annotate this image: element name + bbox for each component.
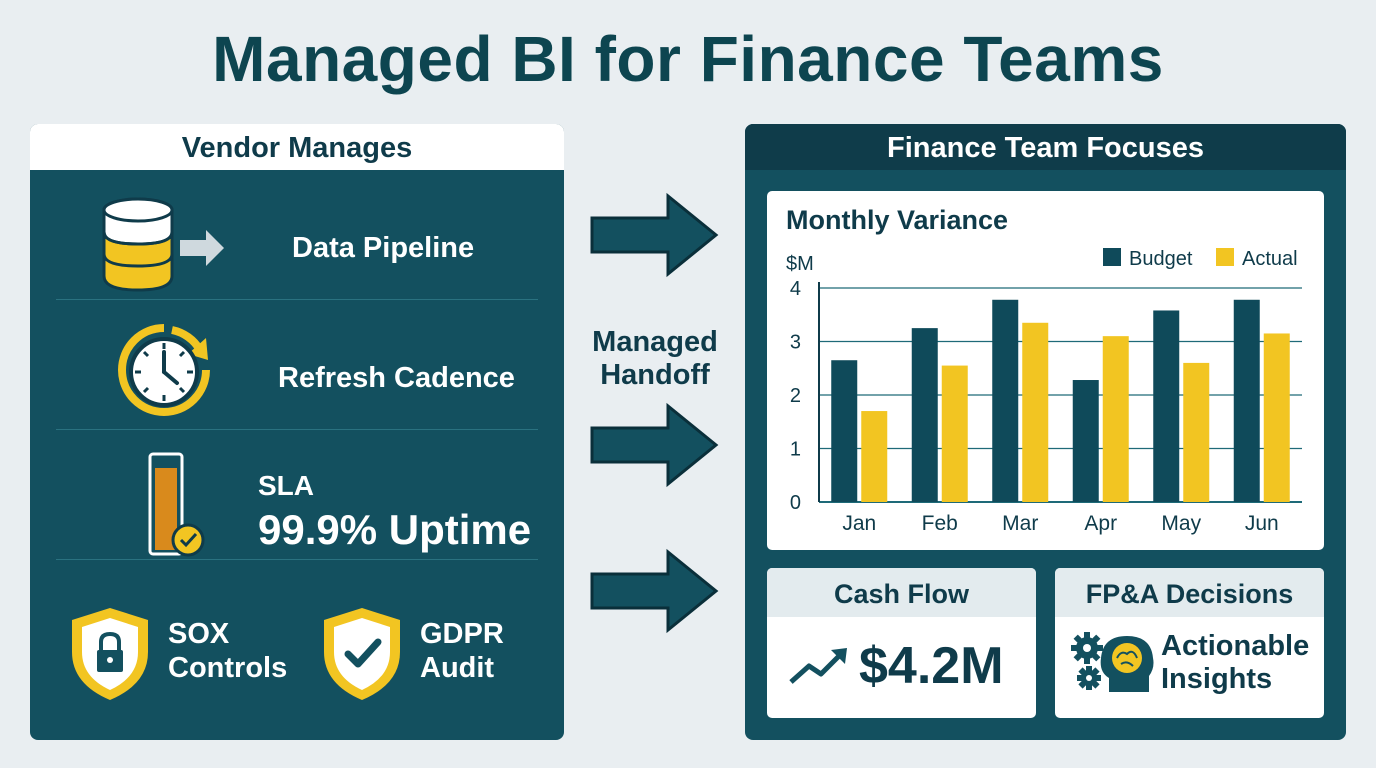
bar-actual-mar [1022,322,1049,502]
legend-label-budget: Budget [1129,248,1193,270]
handoff-line-1: Managed [592,326,718,358]
gdpr-audit-label: Audit [420,652,495,684]
x-tick-label: Jan [842,512,876,535]
sox-label: SOX [168,618,230,650]
bar-budget-feb [911,328,938,502]
cash-flow-title: Cash Flow [767,568,1036,617]
handoff-arrow-top [590,192,719,278]
data-pipeline-label: Data Pipeline [292,232,475,264]
fpa-decisions-title: FP&A Decisions [1055,568,1324,617]
bar-budget-jan [831,360,858,502]
managed-handoff-label: Managed Handoff [576,326,734,392]
refresh-cadence-row: Refresh Cadence [56,300,538,430]
bar-actual-may [1183,362,1210,502]
sla-row: SLA 99.9% Uptime [56,430,538,560]
monthly-variance-chart: Monthly Variance $M 0 1 2 3 4 Jan Feb Mar Apr May J… [767,191,1324,550]
actionable-insights-label: Actionable Insights [1161,630,1309,696]
bar-actual-jan [861,411,888,502]
check-shield-icon [324,608,400,700]
legend-swatch-actual [1216,248,1234,266]
finance-team-panel: Finance Team Focuses Monthly Variance $M… [745,124,1346,740]
x-tick-label: Jun [1245,512,1279,535]
bar-actual-feb [941,365,968,502]
bar-actual-jun [1263,333,1290,502]
lock-shield-icon [72,608,148,700]
bar-budget-may [1153,310,1180,502]
x-tick-label: Mar [1002,512,1038,535]
insight-line-1: Actionable [1161,630,1310,662]
y-tick-label: 1 [790,439,801,461]
data-pipeline-row: Data Pipeline [56,170,538,300]
gears-brain-icon [1071,632,1154,692]
x-tick-label: Feb [922,512,958,535]
gdpr-label: GDPR [420,618,504,650]
clock-refresh-icon [118,324,210,416]
x-tick-label: May [1161,512,1201,535]
y-axis-label: $M [786,253,814,275]
handoff-arrow-middle [590,402,719,488]
uptime-value: 99.9% Uptime [258,506,532,553]
cash-flow-card: Cash Flow $4.2M [767,568,1036,718]
page-title: Managed BI for Finance Teams [212,23,1164,95]
bar-budget-apr [1072,380,1099,502]
cash-flow-value: $4.2M [859,637,1004,695]
bar-actual-apr [1102,336,1129,502]
refresh-cadence-label: Refresh Cadence [278,362,515,394]
compliance-row: SOX Controls GDPR Audit [56,584,538,740]
legend-label-actual: Actual [1242,248,1298,270]
legend-swatch-budget [1103,248,1121,266]
database-arrow-icon [102,197,224,292]
x-tick-label: Apr [1084,512,1117,535]
vendor-manages-panel: Vendor Manages Data Pipeline [30,124,564,740]
trend-up-icon [789,648,847,684]
handoff-line-2: Handoff [600,359,710,391]
bar-budget-jun [1233,299,1260,502]
finance-team-header: Finance Team Focuses [745,124,1346,170]
vendor-manages-header: Vendor Manages [30,124,564,170]
variance-bar-chart: $M 0 1 2 3 4 Jan Feb Mar Apr May Jun Budget Actual [786,248,1302,535]
handoff-arrow-bottom [590,548,719,634]
uptime-gauge-icon [148,452,205,557]
y-tick-label: 2 [790,385,801,407]
bar-budget-mar [992,299,1019,502]
y-tick-label: 3 [790,332,801,354]
y-tick-label: 0 [790,492,801,514]
chart-title: Monthly Variance [786,205,1009,235]
sox-controls-label: Controls [168,652,288,684]
fpa-decisions-card: FP&A Decisions Actionable [1055,568,1324,718]
y-tick-label: 4 [790,278,801,300]
sla-label: SLA [258,470,314,501]
insight-line-2: Insights [1161,663,1273,695]
